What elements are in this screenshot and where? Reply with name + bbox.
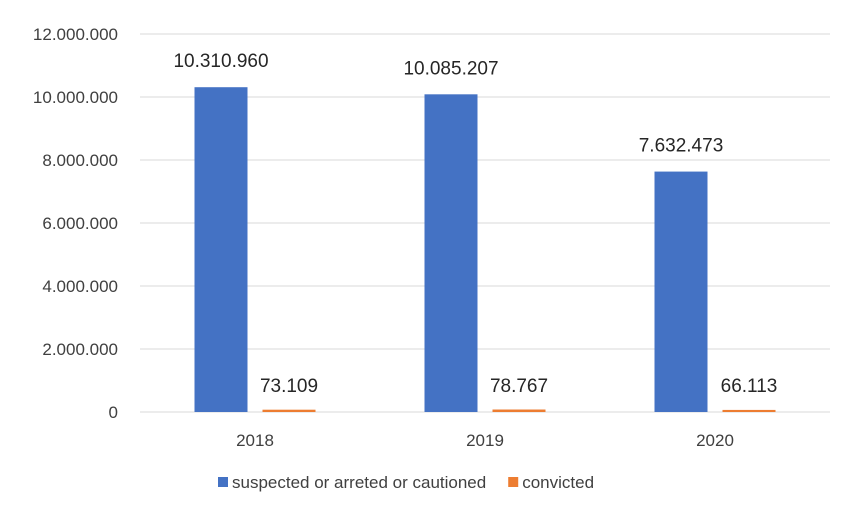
bar-convicted-2018 bbox=[262, 409, 316, 412]
gridlines bbox=[140, 33, 830, 413]
x-axis-ticks: 2018 2019 2020 bbox=[236, 431, 734, 450]
x-tick-label: 2020 bbox=[696, 431, 734, 450]
y-tick-label: 2.000.000 bbox=[42, 340, 118, 359]
bar-suspected-2018 bbox=[194, 87, 248, 412]
y-tick-label: 8.000.000 bbox=[42, 151, 118, 170]
bars bbox=[194, 87, 776, 412]
bar-convicted-2020 bbox=[722, 409, 776, 412]
legend-swatch-convicted bbox=[508, 477, 519, 487]
data-label-convicted-2020: 66.113 bbox=[721, 376, 778, 397]
x-tick-label: 2019 bbox=[466, 431, 504, 450]
legend-label-suspected: suspected or arreted or cautioned bbox=[232, 473, 486, 492]
data-label-suspected-2019: 10.085.207 bbox=[403, 58, 498, 79]
x-tick-label: 2018 bbox=[236, 431, 274, 450]
y-tick-label: 0 bbox=[109, 403, 118, 422]
data-labels: 10.310.960 73.109 10.085.207 78.767 7.632.47… bbox=[173, 51, 777, 397]
legend: suspected or arreted or cautioned convict… bbox=[218, 473, 594, 492]
y-tick-label: 4.000.000 bbox=[42, 277, 118, 296]
bar-suspected-2020 bbox=[654, 171, 708, 412]
legend-label-convicted: convicted bbox=[522, 473, 594, 492]
y-tick-label: 6.000.000 bbox=[42, 214, 118, 233]
legend-swatch-suspected bbox=[218, 477, 228, 487]
bar-convicted-2019 bbox=[492, 409, 546, 412]
data-label-suspected-2020: 7.632.473 bbox=[639, 136, 724, 157]
bar-suspected-2019 bbox=[424, 94, 478, 412]
data-label-suspected-2018: 10.310.960 bbox=[173, 51, 268, 72]
y-tick-label: 12.000.000 bbox=[33, 25, 118, 44]
y-axis-ticks: 0 2.000.000 4.000.000 6.000.000 8.000.000 10.… bbox=[33, 25, 118, 422]
y-tick-label: 10.000.000 bbox=[33, 88, 118, 107]
data-label-convicted-2019: 78.767 bbox=[490, 376, 548, 397]
data-label-convicted-2018: 73.109 bbox=[260, 376, 318, 397]
